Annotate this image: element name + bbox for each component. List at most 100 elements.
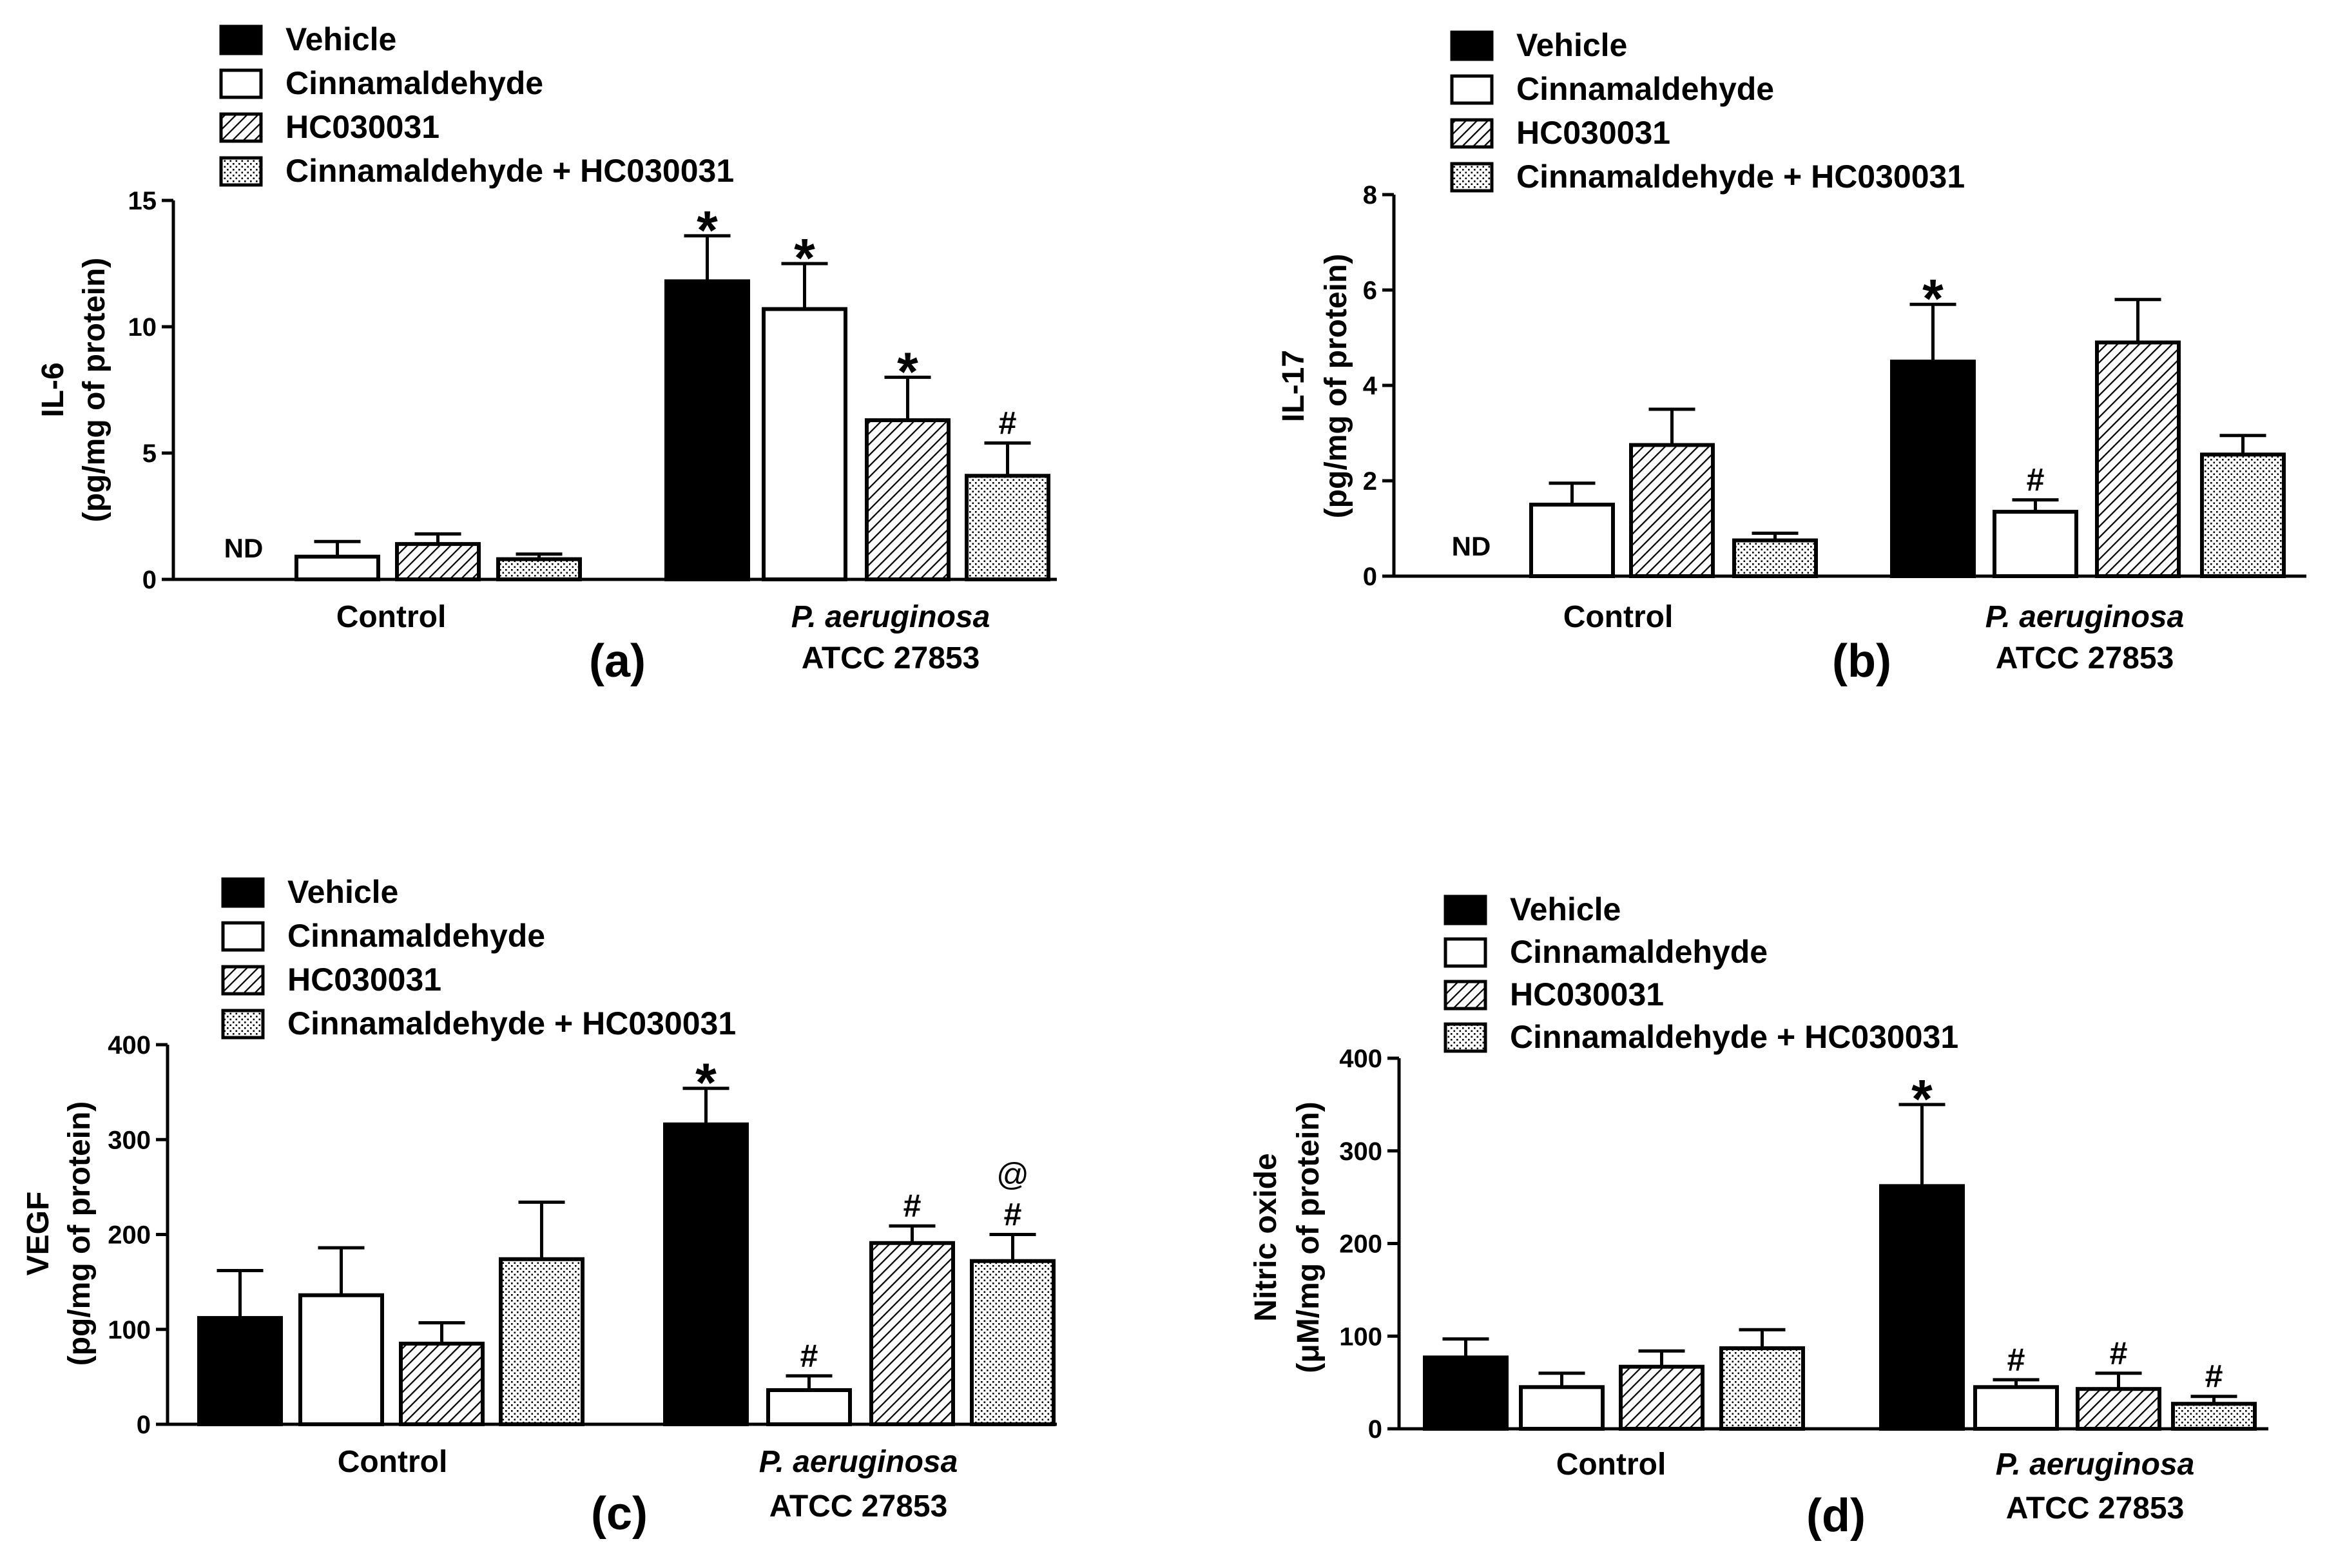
chart-panel-d: Vehicle Cinnamaldehyde HC030031 Cinnamaldeh… bbox=[1249, 891, 2268, 1542]
bar-combination-control bbox=[1719, 1346, 1805, 1431]
legend-swatch-cinnamaldehyde bbox=[219, 68, 263, 99]
legend-label-cinnamaldehyde: Cinnamaldehyde bbox=[1516, 71, 1774, 107]
legend-swatch-vehicle bbox=[1444, 895, 1487, 925]
bar-hc030031-paeruginosa bbox=[869, 1241, 955, 1426]
y-tick-label: 200 bbox=[108, 1221, 151, 1250]
significance-asterisk: * bbox=[1922, 268, 1944, 329]
bar-vehicle-paeruginosa bbox=[664, 279, 750, 581]
bar-hc030031-control bbox=[399, 1341, 485, 1426]
legend-label-vehicle: Vehicle bbox=[285, 21, 396, 57]
group-label-organism: P. aeruginosa bbox=[759, 1445, 958, 1479]
bar-vehicle-control bbox=[197, 1316, 283, 1426]
legend-swatch-hc030031 bbox=[219, 112, 263, 143]
legend-label-hc030031: HC030031 bbox=[1510, 976, 1664, 1012]
significance-hash: # bbox=[2027, 462, 2045, 498]
significance-hash: # bbox=[2110, 1335, 2128, 1371]
legend-swatch-hc030031 bbox=[221, 965, 265, 996]
legend-label-hc030031: HC030031 bbox=[1516, 115, 1670, 151]
significance-hash: # bbox=[1004, 1197, 1022, 1233]
y-axis-title: VEGF bbox=[21, 1192, 55, 1276]
group-label-strain: ATCC 27853 bbox=[802, 641, 980, 675]
y-tick-label: 400 bbox=[1339, 1045, 1382, 1073]
legend-label-hc030031: HC030031 bbox=[287, 962, 441, 998]
legend-swatch-combination bbox=[1450, 162, 1494, 193]
significance-asterisk: * bbox=[697, 200, 718, 260]
bar-combination-paeruginosa bbox=[965, 474, 1050, 582]
bar-vehicle-paeruginosa bbox=[663, 1122, 749, 1426]
legend-label-cinnamaldehyde: Cinnamaldehyde bbox=[285, 65, 543, 101]
bar-cinnamaldehyde-control bbox=[298, 1293, 384, 1426]
not-detected-label: ND bbox=[1452, 531, 1491, 561]
legend-label-vehicle: Vehicle bbox=[287, 874, 398, 910]
chart-panel-c: Vehicle Cinnamaldehyde HC030031 Cinnamaldeh… bbox=[21, 874, 1057, 1540]
bar-hc030031-paeruginosa bbox=[2095, 340, 2181, 579]
bar-hc030031-paeruginosa bbox=[865, 418, 951, 581]
panel-label: (d) bbox=[1806, 1490, 1866, 1542]
legend-label-vehicle: Vehicle bbox=[1510, 891, 1621, 927]
y-tick-label: 6 bbox=[1363, 276, 1377, 305]
legend-label-combination: Cinnamaldehyde + HC030031 bbox=[1516, 159, 1965, 195]
legend-swatch-vehicle bbox=[219, 24, 263, 55]
group-label-control: Control bbox=[1563, 600, 1674, 634]
panel-label: (c) bbox=[591, 1488, 648, 1540]
legend-swatch-cinnamaldehyde bbox=[1444, 937, 1487, 968]
bar-vehicle-paeruginosa bbox=[1890, 360, 1976, 578]
bar-hc030031-control bbox=[1629, 443, 1715, 578]
legend-swatch-combination bbox=[221, 1009, 265, 1040]
legend-label-vehicle: Vehicle bbox=[1516, 27, 1627, 63]
significance-asterisk: * bbox=[897, 341, 918, 402]
group-label-strain: ATCC 27853 bbox=[769, 1489, 948, 1524]
y-tick-label: 15 bbox=[128, 187, 157, 215]
bar-cinnamaldehyde-control bbox=[294, 554, 380, 581]
group-label-control: Control bbox=[338, 1445, 448, 1479]
y-axis-units: (pg/mg of protein) bbox=[77, 258, 111, 523]
legend-swatch-vehicle bbox=[1450, 30, 1494, 61]
group-label-organism: P. aeruginosa bbox=[1985, 600, 2185, 634]
legend-swatch-combination bbox=[219, 156, 263, 187]
group-label-control: Control bbox=[1556, 1447, 1666, 1482]
bar-combination-control bbox=[499, 1257, 584, 1427]
bar-cinnamaldehyde-control bbox=[1519, 1385, 1605, 1431]
legend-label-cinnamaldehyde: Cinnamaldehyde bbox=[1510, 934, 1768, 970]
legend-label-combination: Cinnamaldehyde + HC030031 bbox=[285, 153, 734, 189]
significance-asterisk: * bbox=[695, 1052, 717, 1113]
y-axis-title: IL-17 bbox=[1277, 350, 1311, 422]
y-tick-label: 0 bbox=[1368, 1415, 1382, 1444]
bar-vehicle-control bbox=[1423, 1355, 1509, 1431]
y-tick-label: 100 bbox=[108, 1316, 151, 1344]
y-axis-units: (μM/mg of protein) bbox=[1291, 1101, 1326, 1373]
significance-hash: # bbox=[2205, 1359, 2223, 1395]
bar-cinnamaldehyde-control bbox=[1529, 503, 1615, 578]
bar-hc030031-control bbox=[1619, 1364, 1704, 1431]
panel-label: (b) bbox=[1832, 635, 1891, 687]
bar-hc030031-control bbox=[395, 542, 481, 581]
bar-cinnamaldehyde-paeruginosa bbox=[766, 1388, 852, 1426]
bar-combination-control bbox=[496, 557, 582, 582]
y-tick-label: 0 bbox=[142, 566, 157, 594]
group-label-strain: ATCC 27853 bbox=[2006, 1491, 2185, 1525]
significance-hash: # bbox=[2007, 1342, 2025, 1378]
significance-asterisk: * bbox=[1911, 1069, 1933, 1129]
bar-combination-paeruginosa bbox=[2171, 1402, 2257, 1431]
bar-hc030031-paeruginosa bbox=[2076, 1387, 2161, 1431]
legend-swatch-combination bbox=[1444, 1022, 1487, 1053]
y-tick-label: 4 bbox=[1363, 372, 1378, 400]
y-tick-label: 2 bbox=[1363, 467, 1377, 496]
y-axis-title: Nitric oxide bbox=[1249, 1153, 1283, 1321]
y-tick-label: 0 bbox=[137, 1411, 151, 1439]
y-tick-label: 10 bbox=[128, 313, 157, 342]
legend-label-combination: Cinnamaldehyde + HC030031 bbox=[287, 1005, 736, 1041]
significance-hash: # bbox=[800, 1338, 818, 1374]
group-label-strain: ATCC 27853 bbox=[1996, 641, 2174, 675]
bar-cinnamaldehyde-paeruginosa bbox=[762, 307, 847, 581]
legend-label-combination: Cinnamaldehyde + HC030031 bbox=[1510, 1019, 1958, 1055]
significance-hash: # bbox=[903, 1188, 922, 1224]
legend-swatch-cinnamaldehyde bbox=[221, 921, 265, 952]
chart-panel-a: Vehicle Cinnamaldehyde HC030031 Cinnamaldeh… bbox=[36, 21, 1057, 687]
significance-at: @ bbox=[996, 1157, 1029, 1193]
y-tick-label: 300 bbox=[108, 1126, 151, 1154]
bar-cinnamaldehyde-paeruginosa bbox=[1993, 510, 2078, 578]
legend-label-cinnamaldehyde: Cinnamaldehyde bbox=[287, 918, 545, 954]
y-axis-title: IL-6 bbox=[36, 362, 70, 417]
